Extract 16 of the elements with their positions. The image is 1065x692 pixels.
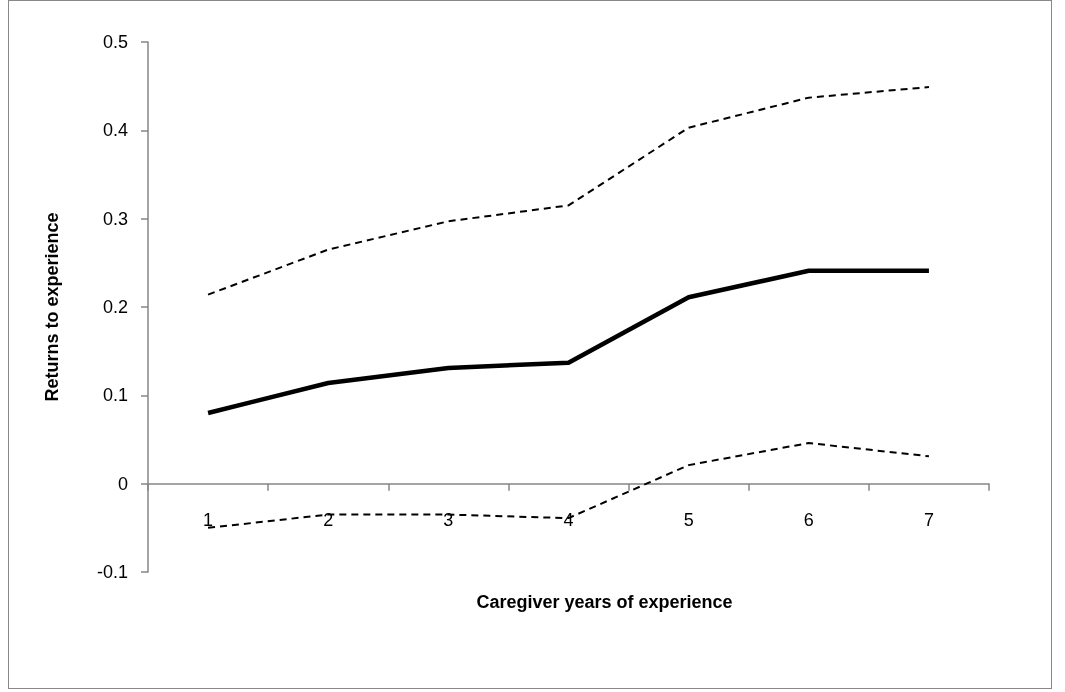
x-tick-label: 5 — [683, 509, 694, 530]
x-tick-label: 7 — [923, 509, 934, 530]
line-series — [205, 268, 932, 416]
x-tick-label: 1 — [203, 509, 214, 530]
y-tick-label: 0 — [117, 473, 128, 494]
y-tick-label: 0.2 — [102, 297, 128, 317]
y-tick-label: 0.1 — [102, 385, 128, 406]
y-tick-label: -0.1 — [96, 562, 128, 582]
x-axis-title: Caregiver years of experience — [476, 592, 733, 612]
y-axis-title: Returns to experience — [42, 212, 62, 402]
x-tick-label: 3 — [443, 509, 454, 530]
line-series — [207, 86, 930, 296]
y-tick-label: 0.3 — [102, 208, 128, 229]
x-tick-label: 6 — [803, 509, 814, 530]
y-tick-label: 0.5 — [102, 32, 128, 52]
y-tick-label: 0.4 — [102, 120, 128, 141]
